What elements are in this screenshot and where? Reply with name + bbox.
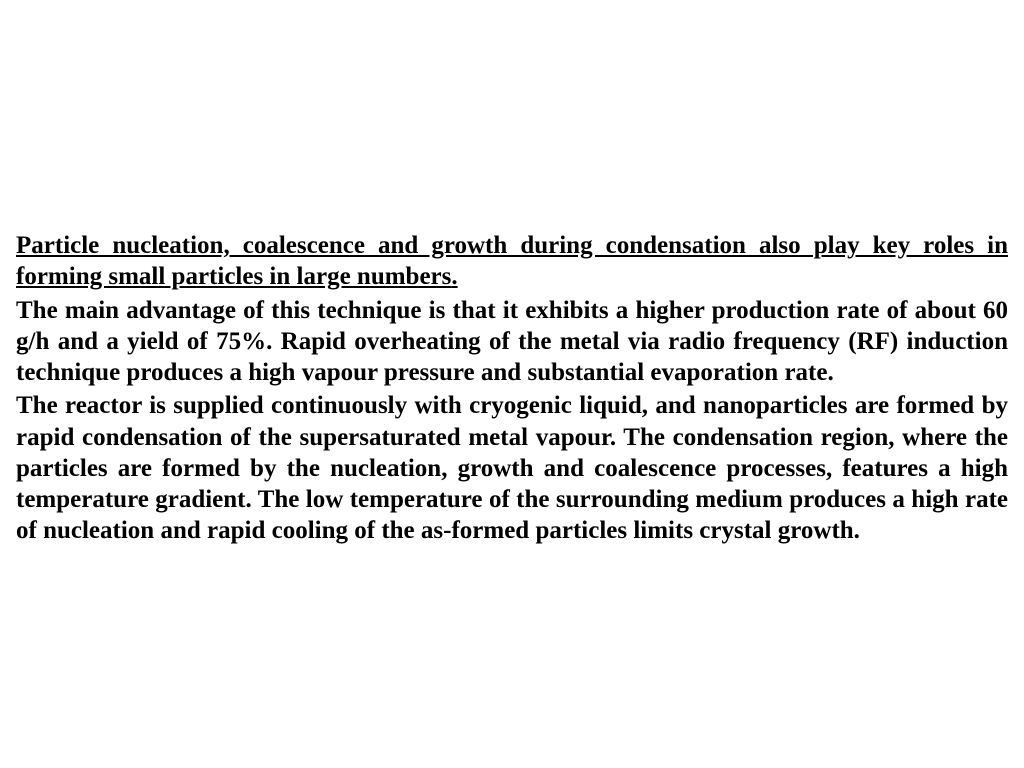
slide: Particle nucleation, coalescence and gro… [0, 0, 1024, 768]
heading-trailing-period: . [451, 263, 457, 290]
heading-underlined-text: Particle nucleation, coalescence and gro… [16, 232, 1008, 290]
slide-heading: Particle nucleation, coalescence and gro… [16, 230, 1008, 293]
paragraph-1: The main advantage of this technique is … [16, 295, 1008, 389]
paragraph-2: The reactor is supplied continuously wit… [16, 390, 1008, 546]
